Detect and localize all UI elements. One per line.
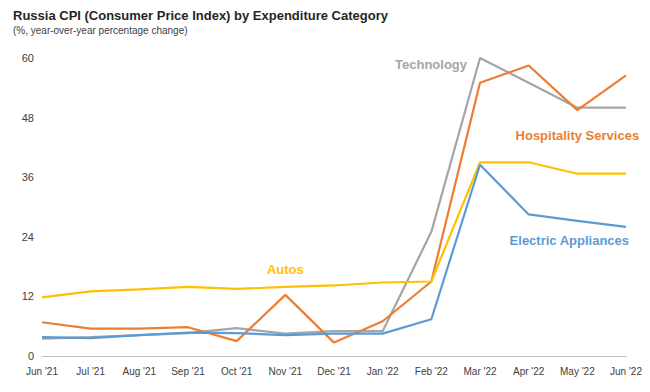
svg-text:Dec '21: Dec '21 bbox=[317, 366, 351, 377]
svg-text:Feb '22: Feb '22 bbox=[415, 366, 448, 377]
svg-text:48: 48 bbox=[22, 112, 34, 124]
svg-text:May '22: May '22 bbox=[560, 366, 595, 377]
svg-text:Apr '22: Apr '22 bbox=[513, 366, 545, 377]
svg-text:Jun '22: Jun '22 bbox=[610, 366, 642, 377]
svg-text:0: 0 bbox=[28, 350, 34, 362]
svg-text:Electric Appliances: Electric Appliances bbox=[510, 233, 629, 248]
svg-text:Aug '21: Aug '21 bbox=[123, 366, 157, 377]
svg-text:Technology: Technology bbox=[395, 57, 468, 72]
svg-text:(%, year-over-year percentage: (%, year-over-year percentage change) bbox=[13, 25, 188, 36]
svg-text:24: 24 bbox=[22, 231, 34, 243]
svg-text:36: 36 bbox=[22, 171, 34, 183]
svg-text:Sep '21: Sep '21 bbox=[171, 366, 205, 377]
svg-text:Oct '21: Oct '21 bbox=[221, 366, 253, 377]
svg-text:Mar '22: Mar '22 bbox=[463, 366, 496, 377]
svg-text:Jul '21: Jul '21 bbox=[76, 366, 105, 377]
svg-text:Hospitality Services: Hospitality Services bbox=[516, 128, 640, 143]
svg-text:Autos: Autos bbox=[267, 262, 304, 277]
svg-text:Jan '22: Jan '22 bbox=[367, 366, 399, 377]
svg-text:60: 60 bbox=[22, 52, 34, 64]
svg-text:Nov '21: Nov '21 bbox=[269, 366, 303, 377]
svg-text:12: 12 bbox=[22, 290, 34, 302]
svg-text:Russia CPI (Consumer Price Ind: Russia CPI (Consumer Price Index) by Exp… bbox=[13, 8, 389, 23]
svg-text:Jun '21: Jun '21 bbox=[26, 366, 58, 377]
